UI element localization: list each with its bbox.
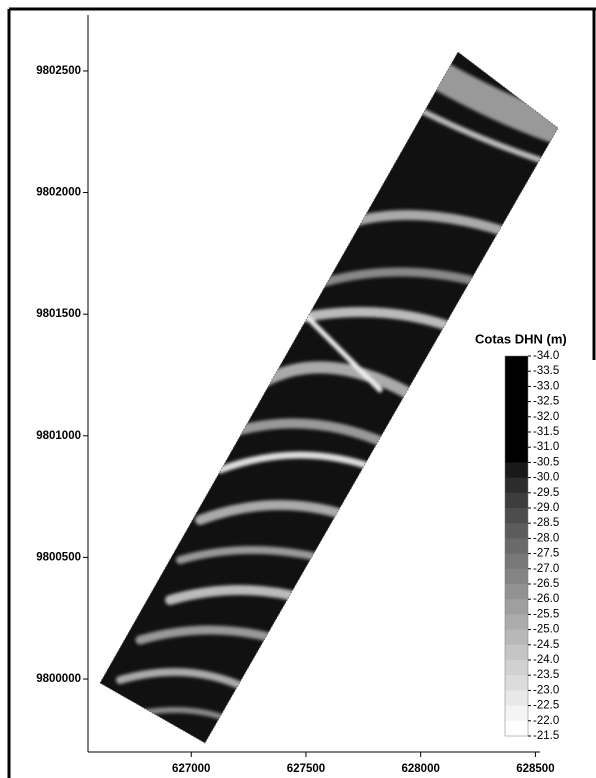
legend-band (505, 599, 528, 615)
legend-label: -21.5 (533, 730, 559, 742)
legend-band (505, 706, 528, 722)
legend-label: -31.5 (533, 426, 559, 438)
legend-label: -32.0 (533, 411, 559, 423)
legend-band (505, 645, 528, 661)
y-tick-label: 9800000 (36, 673, 81, 685)
legend-label: -31.0 (533, 441, 559, 453)
y-tick-label: 9800500 (36, 551, 81, 563)
legend-band (505, 402, 528, 418)
legend-label: -30.5 (533, 456, 559, 468)
x-tick-label: 627000 (172, 763, 210, 775)
legend-label: -26.5 (533, 578, 559, 590)
legend-band (505, 508, 528, 524)
legend-title: Cotas DHN (m) (475, 331, 567, 346)
legend-band (505, 538, 528, 554)
y-tick-label: 9801000 (36, 430, 81, 442)
legend-band (505, 447, 528, 463)
legend-band (505, 721, 528, 737)
legend-band (505, 371, 528, 387)
y-tick-label: 9802500 (36, 65, 81, 77)
legend-label: -34.0 (533, 350, 559, 362)
legend-label: -28.5 (533, 517, 559, 529)
legend-band (505, 690, 528, 706)
legend-label: -32.5 (533, 396, 559, 408)
legend-label: -26.0 (533, 593, 559, 605)
y-tick-label: 9801500 (36, 308, 81, 320)
legend-label: -22.0 (533, 715, 559, 727)
legend-label: -24.5 (533, 639, 559, 651)
legend-band (505, 630, 528, 646)
legend-label: -25.5 (533, 608, 559, 620)
legend-band (505, 478, 528, 494)
legend-label: -29.0 (533, 502, 559, 514)
legend-band (505, 493, 528, 509)
y-tick-label: 9802000 (36, 187, 81, 199)
legend-label: -22.5 (533, 700, 559, 712)
legend-band (505, 356, 528, 372)
legend-label: -23.0 (533, 684, 559, 696)
legend-label: -27.5 (533, 548, 559, 560)
x-tick-label: 627500 (287, 763, 325, 775)
legend-band (505, 584, 528, 600)
legend-label: -27.0 (533, 563, 559, 575)
map-figure: Cotas DHN (m) 627000 627500 628000 628500 98… (0, 0, 596, 778)
x-tick-label: 628500 (516, 763, 554, 775)
legend-band (505, 462, 528, 478)
legend-band (505, 386, 528, 402)
legend-label: -28.0 (533, 532, 559, 544)
legend-label: -30.0 (533, 472, 559, 484)
legend-band (505, 523, 528, 539)
legend-label: -33.0 (533, 380, 559, 392)
depth-surface (90, 40, 570, 750)
legend-band (505, 554, 528, 570)
legend-label: -25.0 (533, 624, 559, 636)
legend-band (505, 432, 528, 448)
legend-label: -29.5 (533, 487, 559, 499)
legend-label: -23.5 (533, 669, 559, 681)
legend-band (505, 614, 528, 630)
legend-band (505, 569, 528, 585)
legend-band (505, 660, 528, 676)
legend-band (505, 417, 528, 433)
x-tick-label: 628000 (402, 763, 440, 775)
legend-band (505, 675, 528, 691)
legend-label: -24.0 (533, 654, 559, 666)
legend-label: -33.5 (533, 365, 559, 377)
